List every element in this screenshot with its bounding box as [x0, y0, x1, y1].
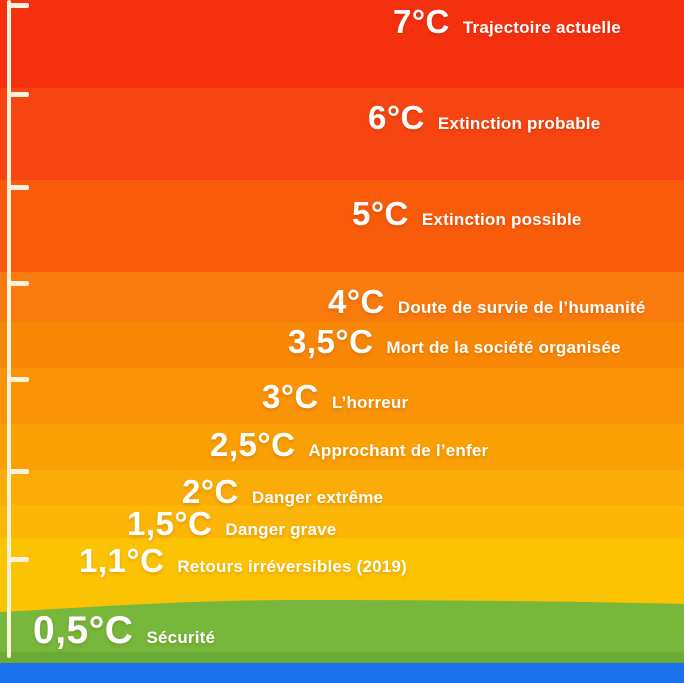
band-7c	[0, 0, 684, 88]
band-2c	[0, 470, 684, 505]
band-6c	[0, 88, 684, 180]
temperature-label: Doute de survie de l’humanité	[397, 298, 646, 317]
temperature-value: 6°C	[368, 99, 425, 136]
level-row-1-5c: 1,5°C Danger grave	[127, 507, 336, 540]
band-1-5c	[0, 505, 684, 538]
level-row-5c: 5°C Extinction possible	[352, 197, 582, 230]
level-row-3c: 3°C L’horreur	[262, 380, 408, 413]
temperature-label: Extinction possible	[421, 210, 582, 229]
temperature-value: 5°C	[352, 195, 409, 232]
band-1-1c	[0, 538, 684, 612]
temperature-label: Approchant de l’enfer	[308, 441, 489, 460]
temperature-value: 3°C	[262, 378, 319, 415]
level-row-2c: 2°C Danger extrême	[182, 475, 383, 508]
level-row-4c: 4°C Doute de survie de l’humanité	[328, 285, 646, 318]
temperature-value: 7°C	[393, 3, 450, 40]
band-4c	[0, 272, 684, 322]
level-row-3-5c: 3,5°C Mort de la société organisée	[288, 325, 621, 358]
axis-tick-3	[7, 377, 29, 382]
temperature-value: 1,1°C	[79, 542, 165, 579]
temperature-label: Extinction probable	[437, 114, 601, 133]
green-band-shadow	[0, 652, 684, 663]
level-row-2-5c: 2,5°C Approchant de l’enfer	[210, 428, 488, 461]
axis-tick-5	[7, 185, 29, 190]
temperature-value: 2°C	[182, 473, 239, 510]
temperature-label: Danger extrême	[251, 488, 384, 507]
temperature-value: 3,5°C	[288, 323, 374, 360]
green-wave-path	[0, 600, 684, 614]
temperature-label: Danger grave	[225, 520, 337, 539]
level-row-6c: 6°C Extinction probable	[368, 101, 600, 134]
share-bar[interactable]: PARTAGEZ CETTE IMAGE	[0, 663, 684, 683]
axis-tick-2	[7, 469, 29, 474]
axis-tick-1	[7, 557, 29, 562]
level-row-0-5c: 0,5°C Sécurité	[33, 611, 215, 650]
band-2-5c	[0, 424, 684, 470]
axis-tick-7	[7, 3, 29, 8]
axis-tick-4	[7, 281, 29, 286]
level-row-7c: 7°C Trajectoire actuelle	[393, 5, 621, 38]
temperature-label: L’horreur	[331, 393, 409, 412]
level-row-1-1c: 1,1°C Retours irréversibles (2019)	[79, 544, 407, 577]
green-wave-edge	[0, 600, 684, 614]
band-5c	[0, 180, 684, 272]
band-3c	[0, 368, 684, 424]
temperature-label: Sécurité	[146, 628, 216, 647]
temperature-axis-line	[7, 0, 11, 658]
band-3-5c	[0, 322, 684, 368]
temperature-value: 1,5°C	[127, 505, 213, 542]
temperature-label: Trajectoire actuelle	[462, 18, 621, 37]
band-0-5c-security	[0, 612, 684, 663]
temperature-label: Mort de la société organisée	[386, 338, 621, 357]
axis-tick-6	[7, 92, 29, 97]
temperature-value: 0,5°C	[33, 609, 134, 652]
temperature-label: Retours irréversibles (2019)	[177, 557, 407, 576]
temperature-value: 4°C	[328, 283, 385, 320]
temperature-value: 2,5°C	[210, 426, 296, 463]
